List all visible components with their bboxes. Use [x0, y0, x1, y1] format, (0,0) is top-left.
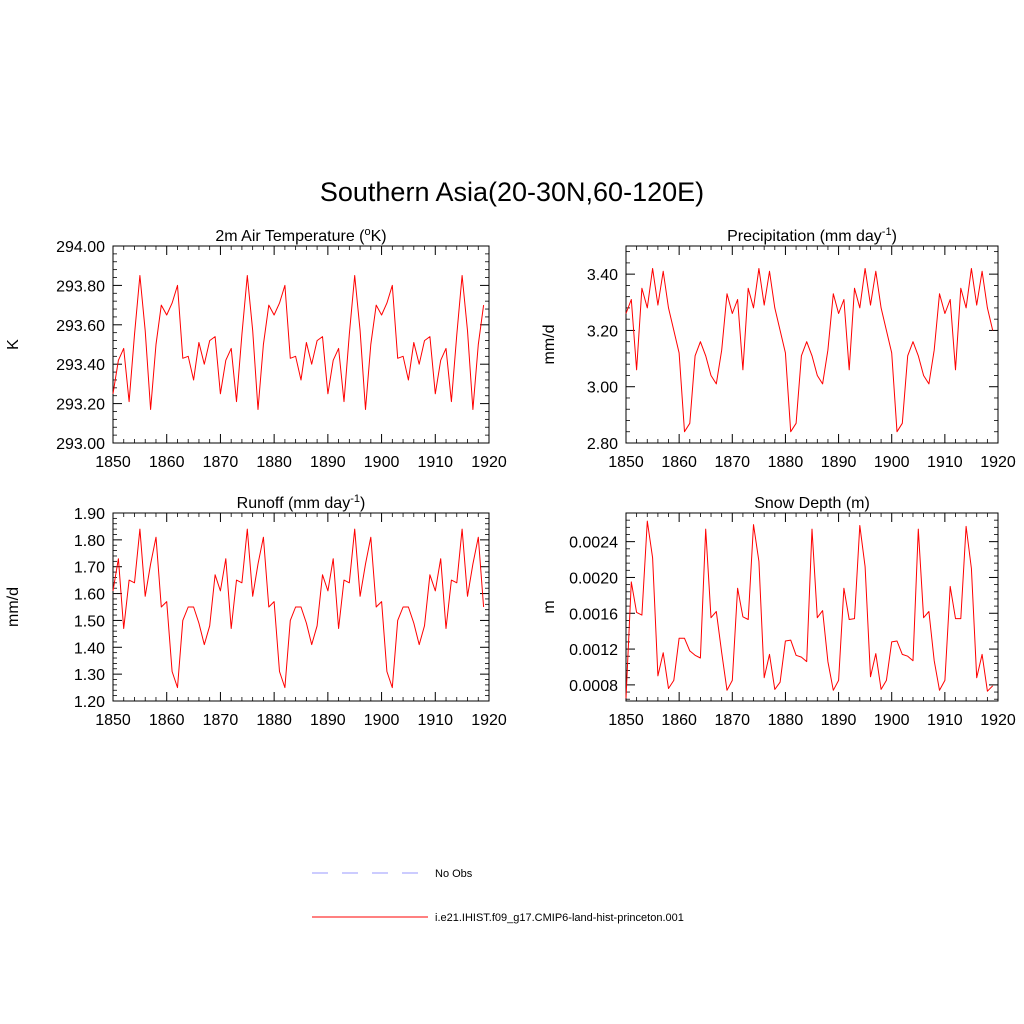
y-tick-label: 293.20 — [56, 397, 105, 414]
x-tick-label: 1880 — [768, 712, 804, 729]
x-tick-label: 1910 — [417, 454, 453, 471]
legend-label-obs: No Obs — [435, 868, 473, 880]
x-tick-label: 1890 — [310, 712, 346, 729]
series-line-prec — [625, 268, 994, 433]
y-tick-label: 1.70 — [74, 560, 105, 577]
y-tick-label: 1.50 — [74, 613, 105, 630]
y-tick-label: 0.0020 — [569, 570, 618, 587]
panel-title: Runoff (mm day-1) — [237, 493, 366, 512]
plot-frame — [625, 245, 999, 444]
y-tick-label: 0.0024 — [569, 535, 618, 552]
x-tick-label: 1920 — [471, 454, 507, 471]
x-tick-label: 1910 — [417, 712, 453, 729]
panel-snowdp: 1850 1860 1870 1880 1890 1900 1910 1920 0.0008 0.… — [541, 495, 1016, 729]
figure-title: Southern Asia(20-30N,60-120E) — [320, 177, 704, 207]
y-tick-label: 0.0012 — [569, 642, 618, 659]
series-line-snowdp — [625, 520, 994, 699]
x-tick-label: 1870 — [714, 454, 750, 471]
y-tick-label: 1.90 — [74, 506, 105, 523]
y-tick-label: 2.80 — [587, 436, 618, 453]
x-tick-label: 1890 — [821, 454, 857, 471]
x-tick-label: 1910 — [927, 454, 963, 471]
y-tick-label: 0.0008 — [569, 678, 618, 695]
series-line-runoff — [112, 528, 485, 689]
x-tick-label: 1850 — [95, 454, 131, 471]
panel-title: 2m Air Temperature (oK) — [215, 226, 386, 245]
x-tick-label: 1860 — [661, 712, 697, 729]
y-tick-label: 293.00 — [56, 436, 105, 453]
x-tick-label: 1900 — [364, 712, 400, 729]
y-tick-label: 293.40 — [56, 357, 105, 374]
y-tick-label: 1.30 — [74, 667, 105, 684]
x-tick-label: 1870 — [714, 712, 750, 729]
y-tick-label: 0.0016 — [569, 606, 618, 623]
x-tick-label: 1920 — [980, 454, 1016, 471]
y-tick-label: 1.80 — [74, 533, 105, 550]
y-tick-label: 293.60 — [56, 318, 105, 335]
y-tick-label: 293.80 — [56, 278, 105, 295]
x-tick-label: 1850 — [608, 454, 644, 471]
x-tick-label: 1900 — [874, 454, 910, 471]
y-axis-label: m — [541, 600, 558, 613]
x-tick-label: 1880 — [768, 454, 804, 471]
y-axis-label: K — [5, 339, 22, 350]
x-tick-label: 1870 — [203, 712, 239, 729]
x-tick-label: 1890 — [310, 454, 346, 471]
x-tick-label: 1920 — [471, 712, 507, 729]
x-tick-label: 1850 — [608, 712, 644, 729]
panel-title: Precipitation (mm day-1) — [727, 226, 897, 245]
panels: 1850 1860 1870 1880 1890 1900 1910 1920 293.00 29… — [5, 226, 1016, 729]
x-tick-label: 1880 — [256, 712, 292, 729]
y-axis-label: mm/d — [541, 325, 558, 365]
legend-label-model: i.e21.IHIST.f09_g17.CMIP6-land-hist-prin… — [435, 912, 684, 924]
plot-frame — [112, 245, 490, 444]
y-tick-label: 1.60 — [74, 587, 105, 604]
panel-prec: 1850 1860 1870 1880 1890 1900 1910 1920 2.80 3.00… — [541, 226, 1016, 471]
x-tick-label: 1860 — [661, 454, 697, 471]
y-tick-label: 1.20 — [74, 694, 105, 711]
x-tick-label: 1850 — [95, 712, 131, 729]
y-tick-label: 1.40 — [74, 640, 105, 657]
panel-tsa: 1850 1860 1870 1880 1890 1900 1910 1920 293.00 29… — [5, 226, 507, 471]
x-tick-label: 1890 — [821, 712, 857, 729]
y-tick-label: 294.00 — [56, 239, 105, 256]
x-tick-label: 1910 — [927, 712, 963, 729]
x-tick-label: 1870 — [203, 454, 239, 471]
series-line-tsa — [112, 275, 485, 410]
x-tick-label: 1860 — [149, 454, 185, 471]
plot-frame — [112, 512, 490, 702]
x-tick-label: 1880 — [256, 454, 292, 471]
x-tick-label: 1860 — [149, 712, 185, 729]
panel-title: Snow Depth (m) — [754, 495, 870, 512]
x-tick-label: 1920 — [980, 712, 1016, 729]
y-tick-label: 3.00 — [587, 380, 618, 397]
x-tick-label: 1900 — [874, 712, 910, 729]
y-tick-label: 3.40 — [587, 267, 618, 284]
y-axis-label: mm/d — [5, 587, 22, 627]
x-tick-label: 1900 — [364, 454, 400, 471]
plot-frame — [625, 512, 999, 702]
y-tick-label: 3.20 — [587, 323, 618, 340]
legend: No Obs i.e21.IHIST.f09_g17.CMIP6-land-hi… — [312, 868, 684, 924]
panel-runoff: 1850 1860 1870 1880 1890 1900 1910 1920 1.20 1.30… — [5, 493, 507, 729]
